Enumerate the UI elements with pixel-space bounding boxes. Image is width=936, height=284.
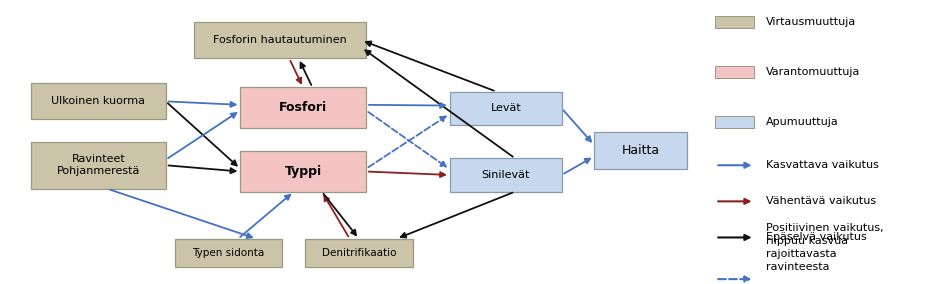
- Text: Denitrifikaatio: Denitrifikaatio: [321, 248, 396, 258]
- FancyBboxPatch shape: [714, 116, 753, 128]
- FancyBboxPatch shape: [593, 132, 687, 170]
- Text: Varantomuuttuja: Varantomuuttuja: [765, 67, 859, 77]
- FancyBboxPatch shape: [240, 87, 366, 128]
- Text: Typen sidonta: Typen sidonta: [192, 248, 265, 258]
- Text: Positiivinen vaikutus,
riippuu kasvua
rajoittavasta
ravinteesta: Positiivinen vaikutus, riippuu kasvua ra…: [765, 223, 883, 272]
- Text: Virtausmuuttuja: Virtausmuuttuja: [765, 17, 855, 27]
- FancyBboxPatch shape: [240, 151, 366, 192]
- FancyBboxPatch shape: [714, 16, 753, 28]
- Text: Epäselvä vaikutus: Epäselvä vaikutus: [765, 233, 866, 243]
- FancyBboxPatch shape: [714, 66, 753, 78]
- Text: Fosfori: Fosfori: [279, 101, 327, 114]
- Text: Haitta: Haitta: [622, 144, 659, 157]
- Text: Apumuuttuja: Apumuuttuja: [765, 117, 838, 127]
- FancyBboxPatch shape: [175, 239, 282, 267]
- Text: Fosforin hautautuminen: Fosforin hautautuminen: [212, 35, 346, 45]
- FancyBboxPatch shape: [194, 22, 366, 58]
- Text: Levät: Levät: [490, 103, 520, 113]
- FancyBboxPatch shape: [31, 83, 166, 120]
- Text: Typpi: Typpi: [285, 165, 321, 178]
- Text: Vähentävä vaikutus: Vähentävä vaikutus: [765, 196, 875, 206]
- Text: Sinilevät: Sinilevät: [481, 170, 530, 180]
- Text: Kasvattava vaikutus: Kasvattava vaikutus: [765, 160, 878, 170]
- Text: Ravinteet
Pohjanmerestä: Ravinteet Pohjanmerestä: [56, 154, 139, 176]
- FancyBboxPatch shape: [305, 239, 412, 267]
- FancyBboxPatch shape: [449, 92, 561, 125]
- Text: Ulkoinen kuorma: Ulkoinen kuorma: [51, 96, 145, 106]
- FancyBboxPatch shape: [31, 142, 166, 189]
- FancyBboxPatch shape: [449, 158, 561, 192]
